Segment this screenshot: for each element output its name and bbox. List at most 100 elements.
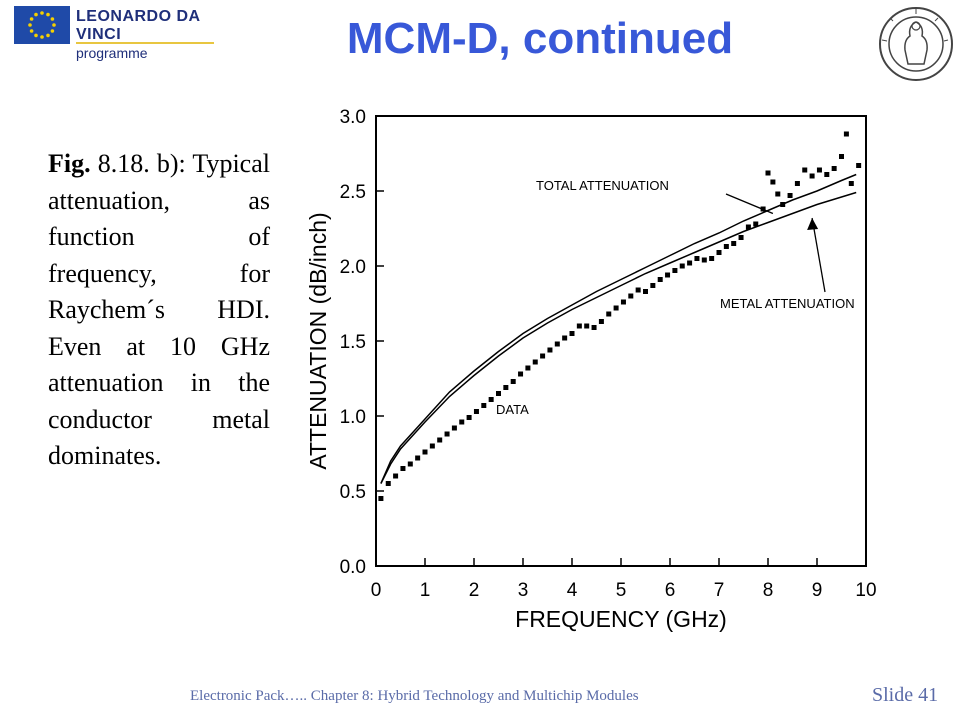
data-point bbox=[657, 277, 663, 282]
data-point bbox=[802, 167, 808, 173]
x-tick-label: 0 bbox=[371, 580, 382, 601]
y-axis-ticks: 0.0 0.5 1.0 1.5 2.0 2.5 3.0 bbox=[340, 107, 384, 578]
data-point bbox=[787, 193, 793, 198]
total-attenuation-line bbox=[380, 173, 857, 484]
slide-title: MCM-D, continued bbox=[346, 14, 734, 63]
data-point bbox=[775, 191, 781, 197]
footer-text: Electronic Pack….. Chapter 8: Hybrid Tec… bbox=[190, 688, 639, 704]
data-point bbox=[770, 179, 776, 185]
data-point bbox=[643, 289, 648, 294]
data-point bbox=[451, 425, 457, 431]
data-point bbox=[407, 461, 413, 467]
data-point bbox=[532, 359, 538, 365]
data-point bbox=[569, 331, 575, 336]
data-point bbox=[429, 443, 435, 449]
data-point bbox=[473, 409, 479, 414]
logo-title: LEONARDO DA VINCI bbox=[76, 8, 201, 43]
data-point bbox=[606, 311, 612, 317]
y-tick-label: 1.5 bbox=[340, 332, 366, 353]
leonardo-logo: LEONARDO DA VINCI programme bbox=[14, 6, 214, 61]
data-point bbox=[723, 244, 729, 249]
data-point bbox=[385, 481, 391, 486]
x-tick-label: 9 bbox=[812, 580, 823, 601]
data-point bbox=[687, 260, 693, 266]
data-point bbox=[459, 419, 465, 425]
data-point bbox=[598, 319, 604, 324]
data-point bbox=[650, 283, 656, 288]
eu-flag-icon bbox=[14, 6, 70, 44]
data-point bbox=[415, 455, 421, 461]
x-axis-ticks: 0 1 2 3 4 5 6 7 8 9 10 bbox=[371, 558, 877, 601]
data-point bbox=[393, 473, 399, 479]
data-point bbox=[709, 256, 715, 261]
data-point bbox=[576, 323, 582, 329]
chart-series bbox=[378, 131, 862, 501]
data-point bbox=[496, 391, 501, 396]
data-point bbox=[843, 131, 849, 137]
data-point bbox=[839, 154, 844, 159]
data-point bbox=[731, 241, 737, 246]
data-point bbox=[562, 335, 568, 341]
logo-subtitle: programme bbox=[76, 45, 148, 61]
data-point bbox=[481, 403, 487, 408]
data-point bbox=[540, 353, 546, 359]
logo-underline bbox=[76, 42, 214, 44]
y-tick-label: 2.0 bbox=[340, 257, 366, 278]
data-point bbox=[437, 437, 443, 443]
y-tick-label: 3.0 bbox=[340, 107, 366, 128]
data-point bbox=[856, 163, 862, 168]
data-point bbox=[694, 256, 700, 261]
attenuation-chart: 0.0 0.5 1.0 1.5 2.0 2.5 3.0 0 1 2 3 4 5 6 7 8 9 10 TOTAL… bbox=[290, 104, 910, 644]
data-point bbox=[753, 221, 759, 227]
metal-attenuation-arrowhead bbox=[807, 218, 819, 230]
total-attenuation-label: TOTAL ATTENUATION bbox=[536, 178, 669, 193]
data-point bbox=[701, 257, 707, 263]
data-point bbox=[848, 181, 854, 186]
total-attenuation-arrow bbox=[725, 193, 774, 215]
data-point bbox=[716, 250, 722, 255]
data-point bbox=[628, 293, 634, 299]
data-point bbox=[554, 341, 560, 347]
data-point bbox=[816, 167, 822, 173]
x-tick-label: 4 bbox=[567, 580, 578, 601]
metal-attenuation-arrow bbox=[811, 217, 826, 293]
data-point bbox=[613, 305, 619, 311]
data-point bbox=[620, 299, 626, 305]
x-tick-label: 1 bbox=[420, 580, 431, 601]
caption-text: 8.18. b): Typical attenuation, as functi… bbox=[48, 149, 270, 470]
figure-label: Fig. bbox=[48, 149, 91, 178]
data-point bbox=[794, 181, 800, 186]
x-tick-label: 3 bbox=[518, 580, 529, 601]
data-point bbox=[488, 397, 494, 402]
y-tick-label: 0.0 bbox=[340, 557, 366, 578]
data-point bbox=[635, 287, 641, 293]
chart-annotations: TOTAL ATTENUATION METAL ATTENUATION DATA bbox=[496, 178, 855, 417]
data-point bbox=[679, 263, 685, 269]
data-point bbox=[765, 170, 771, 176]
data-label: DATA bbox=[496, 402, 529, 417]
figure-caption: Fig. 8.18. b): Typical attenuation, as f… bbox=[48, 146, 270, 475]
x-axis-label: FREQUENCY (GHz) bbox=[515, 606, 727, 632]
data-point bbox=[831, 166, 837, 171]
x-tick-label: 5 bbox=[616, 580, 627, 601]
data-point bbox=[525, 365, 531, 371]
x-tick-label: 10 bbox=[855, 580, 876, 601]
data-point bbox=[584, 323, 590, 329]
data-point bbox=[809, 173, 815, 179]
y-tick-label: 2.5 bbox=[340, 182, 366, 203]
data-point bbox=[824, 172, 830, 177]
slide-number: Slide 41 bbox=[872, 684, 939, 706]
university-seal-icon bbox=[878, 6, 954, 82]
data-point bbox=[422, 449, 428, 455]
data-point bbox=[738, 235, 744, 240]
x-tick-label: 7 bbox=[714, 580, 725, 601]
metal-attenuation-label: METAL ATTENUATION bbox=[720, 296, 855, 311]
data-point bbox=[466, 415, 472, 420]
y-tick-label: 1.0 bbox=[340, 407, 366, 428]
data-point bbox=[378, 496, 384, 501]
x-tick-label: 2 bbox=[469, 580, 480, 601]
data-point bbox=[591, 325, 597, 330]
data-point bbox=[745, 224, 751, 230]
data-point bbox=[672, 268, 678, 273]
metal-attenuation-line bbox=[380, 191, 857, 484]
